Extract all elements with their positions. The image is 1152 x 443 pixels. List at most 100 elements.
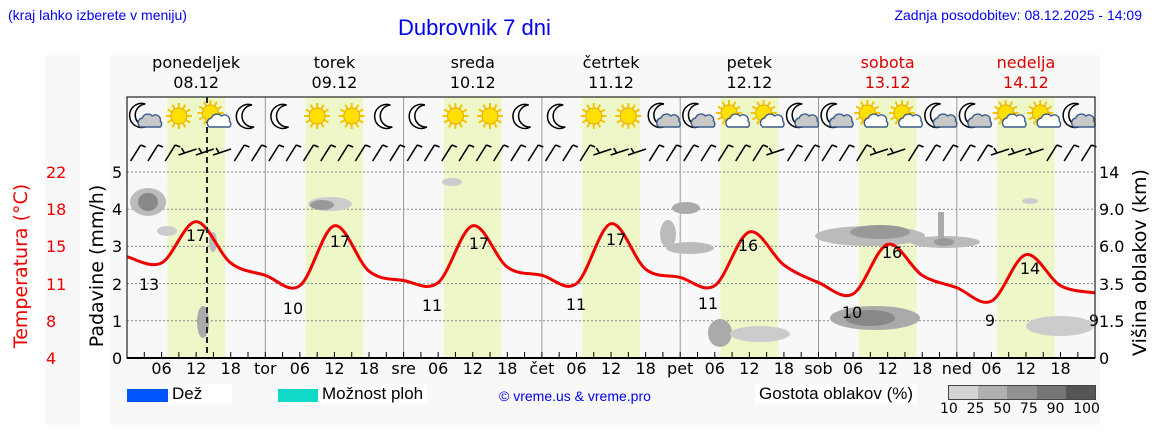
- region-menu-hint[interactable]: (kraj lahko izberete v meniju): [8, 7, 187, 23]
- temperature-tick: 8: [46, 311, 57, 331]
- day-header-name: torek: [313, 53, 356, 72]
- legend-showers-label: Možnost ploh: [318, 384, 428, 404]
- svg-text:9: 9: [1089, 311, 1099, 330]
- x-tick: pet: [667, 359, 694, 378]
- day-header-date: 11.12: [588, 73, 634, 92]
- x-tick: 06: [289, 359, 311, 378]
- sun-cloud-icon: [888, 100, 923, 128]
- x-tick: 12: [877, 359, 898, 378]
- moon-cloud-icon: [958, 102, 993, 129]
- day-header-name: ponedeljek: [152, 53, 241, 72]
- moon-cloud-icon: [1062, 102, 1096, 129]
- moon-icon: [546, 103, 566, 130]
- x-tick: 18: [773, 359, 795, 378]
- moon-icon: [408, 103, 428, 130]
- temperature-line: [126, 220, 1096, 304]
- cloud-density-tick: 50: [993, 401, 1012, 417]
- x-tick: 06: [842, 359, 864, 378]
- x-tick: sre: [391, 359, 416, 378]
- cloud-height-tick: 3.5: [1099, 274, 1125, 294]
- x-tick: 12: [185, 359, 207, 378]
- cloud-density-tick: 10: [940, 401, 958, 417]
- x-tick: 06: [981, 359, 1002, 378]
- sun-icon: [477, 103, 504, 129]
- cloud-height-tick: 9.0: [1099, 200, 1125, 220]
- svg-text:17: 17: [330, 232, 350, 251]
- precip-tick: 1: [112, 311, 123, 331]
- precip-tick: 5: [112, 163, 123, 182]
- temperature-min-max-labels: 13 17 10 17 11 17 11 17 11 16 10 16 9 14 9: [139, 226, 1099, 330]
- svg-text:13: 13: [139, 275, 159, 294]
- day-header-name: sobota: [860, 53, 915, 72]
- svg-text:11: 11: [698, 294, 718, 313]
- x-tick: 18: [358, 359, 380, 378]
- sun-cloud-icon: [716, 100, 751, 128]
- x-tick: 06: [704, 359, 725, 378]
- moon-cloud-icon: [128, 102, 163, 129]
- moon-icon: [235, 103, 255, 130]
- day-header-date: 13.12: [864, 73, 911, 92]
- day-header-name: petek: [726, 53, 773, 72]
- svg-text:17: 17: [606, 230, 626, 249]
- x-tick: 12: [324, 359, 345, 378]
- x-tick: 06: [151, 359, 172, 378]
- temperature-tick: 18: [46, 200, 67, 220]
- temperature-tick: 11: [46, 274, 67, 294]
- moon-cloud-icon: [820, 102, 854, 129]
- day-header-date: 09.12: [311, 73, 358, 92]
- sun-cloud-icon: [750, 100, 785, 128]
- moon-cloud-icon: [647, 102, 681, 129]
- precip-tick: 3: [112, 237, 123, 257]
- x-tick: 18: [220, 359, 241, 378]
- cloud-density-tick: 75: [1019, 401, 1038, 417]
- x-tick: 12: [600, 359, 622, 378]
- day-header-date: 10.12: [449, 73, 496, 92]
- svg-text:17: 17: [186, 226, 206, 245]
- x-tick: 18: [497, 359, 518, 378]
- sun-icon: [304, 103, 331, 129]
- moon-icon: [270, 103, 289, 130]
- cloud-density-scale: [948, 385, 1096, 400]
- cloud-height-tick: 6.0: [1099, 237, 1125, 257]
- sun-cloud-icon: [197, 100, 232, 128]
- moon-cloud-icon: [682, 102, 716, 129]
- x-tick: 06: [427, 359, 449, 378]
- svg-text:11: 11: [566, 295, 586, 314]
- x-tick: 18: [912, 359, 933, 378]
- sun-cloud-icon: [854, 100, 889, 128]
- x-tick: 06: [566, 359, 587, 378]
- x-tick: tor: [253, 359, 277, 378]
- svg-text:17: 17: [469, 234, 489, 253]
- x-tick: 18: [1050, 359, 1071, 378]
- cloud-density-tick: 100: [1073, 401, 1100, 417]
- moon-icon: [373, 103, 393, 130]
- legend-rain-swatch: [127, 389, 175, 402]
- svg-text:16: 16: [738, 236, 758, 255]
- x-tick: sob: [804, 359, 833, 378]
- day-header-name: četrtek: [582, 53, 640, 72]
- precip-tick: 2: [112, 274, 123, 294]
- svg-text:14: 14: [1020, 259, 1040, 278]
- sun-icon: [442, 103, 469, 129]
- sun-cloud-icon: [992, 100, 1027, 128]
- day-header-name: nedelja: [996, 53, 1056, 72]
- x-tick: 18: [635, 359, 656, 378]
- copyright-link[interactable]: © vreme.us & vreme.pro: [499, 388, 651, 404]
- daylight-bands: [127, 97, 1095, 358]
- sun-icon: [580, 103, 607, 129]
- x-tick: 12: [1015, 359, 1037, 378]
- x-tick: 12: [739, 359, 760, 378]
- x-tick: čet: [529, 359, 555, 378]
- temperature-tick: 15: [46, 237, 67, 257]
- sun-icon: [338, 103, 365, 129]
- wind-barbs: [129, 144, 1097, 162]
- last-update: Zadnja posodobitev: 08.12.2025 - 14:09: [894, 7, 1142, 23]
- day-header-date: 12.12: [726, 73, 773, 92]
- cloud-height-tick: 14: [1099, 163, 1120, 182]
- legend-showers-swatch: [278, 389, 326, 402]
- svg-text:9: 9: [985, 311, 995, 330]
- svg-text:10: 10: [283, 299, 303, 318]
- day-header-date: 08.12: [173, 73, 220, 92]
- page-title: Dubrovnik 7 dni: [398, 15, 551, 40]
